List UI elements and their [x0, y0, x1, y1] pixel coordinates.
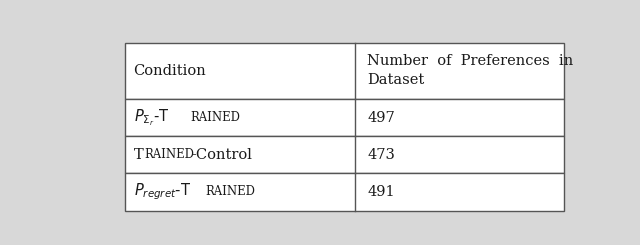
Text: T: T [134, 148, 143, 162]
Bar [125, 136, 564, 173]
Text: $P_{regret}$-T: $P_{regret}$-T [134, 182, 191, 202]
Text: RAINED: RAINED [145, 148, 195, 161]
Text: 497: 497 [367, 111, 396, 125]
Text: Number  of  Preferences  in
Dataset: Number of Preferences in Dataset [367, 54, 573, 87]
Bar [125, 173, 564, 210]
Text: RAINED: RAINED [205, 185, 255, 198]
Text: 473: 473 [367, 148, 396, 162]
Text: RAINED: RAINED [191, 111, 241, 124]
Bar [125, 43, 564, 99]
Text: -Control: -Control [191, 148, 252, 162]
Text: Condition: Condition [134, 64, 206, 78]
Bar [125, 99, 564, 136]
Text: $P_{\Sigma_r}$-T: $P_{\Sigma_r}$-T [134, 108, 169, 128]
Text: 491: 491 [367, 185, 395, 199]
